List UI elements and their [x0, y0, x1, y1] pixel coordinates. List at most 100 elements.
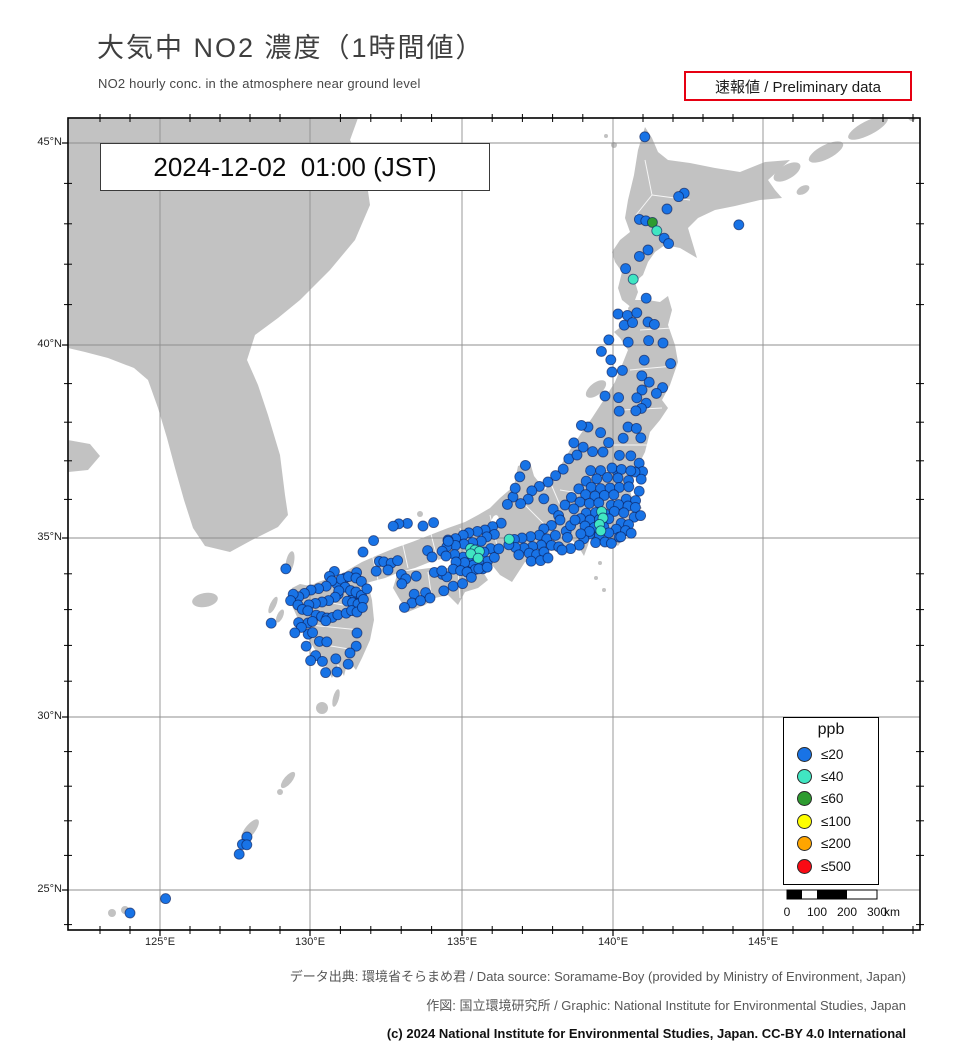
- station-dot: [442, 535, 454, 547]
- station-dot: [603, 334, 615, 346]
- station-dot: [382, 564, 394, 576]
- land-kuril-3: [773, 162, 801, 182]
- station-dot: [633, 485, 645, 497]
- station-dot: [622, 336, 634, 348]
- scalebar-label-100: 100: [806, 905, 828, 919]
- station-dot: [428, 517, 440, 529]
- station-dot: [305, 655, 317, 667]
- page-subtitle: NO2 hourly conc. in the atmosphere near …: [98, 76, 421, 91]
- scale-bar: [786, 889, 878, 900]
- station-dot: [575, 419, 587, 431]
- station-dot: [368, 535, 380, 547]
- lon-tick-label: 130°E: [294, 936, 326, 948]
- graticule-lines: [68, 118, 920, 930]
- station-dot: [640, 292, 652, 304]
- station-dot: [673, 191, 685, 203]
- station-dot: [417, 520, 429, 532]
- station-dot: [330, 653, 342, 665]
- timestamp-box: 2024-12-02 01:00 (JST): [100, 143, 490, 191]
- station-dot: [608, 489, 620, 501]
- scalebar-label-200: 200: [836, 905, 858, 919]
- station-dot: [617, 432, 629, 444]
- station-dot: [663, 238, 675, 250]
- station-dot: [307, 627, 319, 639]
- legend-item-le60: ≤60: [784, 788, 878, 810]
- station-dot: [280, 563, 292, 575]
- station-dot: [577, 441, 589, 453]
- station-dot: [599, 390, 611, 402]
- station-dot: [613, 405, 625, 417]
- station-dot: [361, 583, 373, 595]
- map-frame: [67, 117, 921, 931]
- station-dot: [392, 555, 404, 567]
- station-dot: [642, 244, 654, 256]
- station-dot: [241, 839, 253, 851]
- station-dot: [627, 317, 639, 329]
- legend-item-le500: ≤500: [784, 855, 878, 877]
- station-dot: [481, 561, 493, 573]
- station-dot: [438, 585, 450, 597]
- station-dot: [606, 462, 618, 474]
- scalebar-unit: km: [884, 905, 900, 919]
- station-dot: [519, 459, 531, 471]
- station-dot: [636, 384, 648, 396]
- station-dot: [306, 615, 318, 627]
- station-dot: [398, 601, 410, 613]
- station-dot: [321, 636, 333, 648]
- station-dots: [124, 131, 745, 919]
- station-dot: [447, 580, 459, 592]
- station-dot: [631, 307, 643, 319]
- station-dot: [565, 491, 577, 503]
- station-dot: [630, 405, 642, 417]
- station-dot: [595, 345, 607, 357]
- legend-item-le200: ≤200: [784, 833, 878, 855]
- station-dot: [613, 392, 625, 404]
- station-dot: [513, 549, 525, 561]
- station-dot: [657, 337, 669, 349]
- station-dot: [472, 552, 484, 564]
- station-dot: [625, 465, 637, 477]
- station-dot: [493, 543, 505, 555]
- station-dot: [160, 893, 172, 905]
- footer-data-source: データ出典: 環境省そらまめ君 / Data source: Soramame-…: [289, 969, 906, 984]
- lon-tick-label: 140°E: [597, 936, 629, 948]
- station-dot: [595, 427, 607, 439]
- legend-dot-green: [797, 791, 812, 807]
- lon-tick-label: 145°E: [747, 936, 779, 948]
- station-dot: [501, 498, 513, 510]
- land-kuril-1: [848, 118, 888, 140]
- station-dot: [595, 525, 607, 537]
- station-dot: [636, 370, 648, 382]
- station-dot: [424, 592, 436, 604]
- land-jeju: [192, 592, 218, 608]
- station-dot: [630, 422, 642, 434]
- legend-item-le100: ≤100: [784, 810, 878, 832]
- lat-tick-label: 35°N: [37, 531, 62, 543]
- lon-tick-label: 125°E: [144, 936, 176, 948]
- station-dot: [436, 565, 448, 577]
- station-dot: [625, 450, 637, 462]
- lon-tick-label: 135°E: [446, 936, 478, 948]
- station-dot: [587, 446, 599, 458]
- land-yakushima: [316, 702, 328, 714]
- station-dot: [635, 510, 647, 522]
- station-dot: [568, 437, 580, 449]
- station-dot: [625, 527, 637, 539]
- station-dot: [638, 354, 650, 366]
- station-dot: [503, 533, 515, 545]
- station-dot: [639, 131, 651, 143]
- legend-dot-red: [797, 858, 812, 874]
- scalebar-label-0: 0: [783, 905, 791, 919]
- station-dot: [289, 627, 301, 639]
- station-dot: [357, 546, 369, 558]
- station-dot: [542, 476, 554, 488]
- footer-graphic-credit: 作図: 国立環境研究所 / Graphic: National Institut…: [426, 998, 906, 1013]
- land-kuril-2: [808, 141, 844, 163]
- station-dot: [302, 605, 314, 617]
- station-dot: [623, 481, 635, 493]
- legend-dot-orange: [797, 836, 812, 852]
- station-dot: [509, 482, 521, 494]
- station-dot: [627, 273, 639, 285]
- station-dot: [550, 470, 562, 482]
